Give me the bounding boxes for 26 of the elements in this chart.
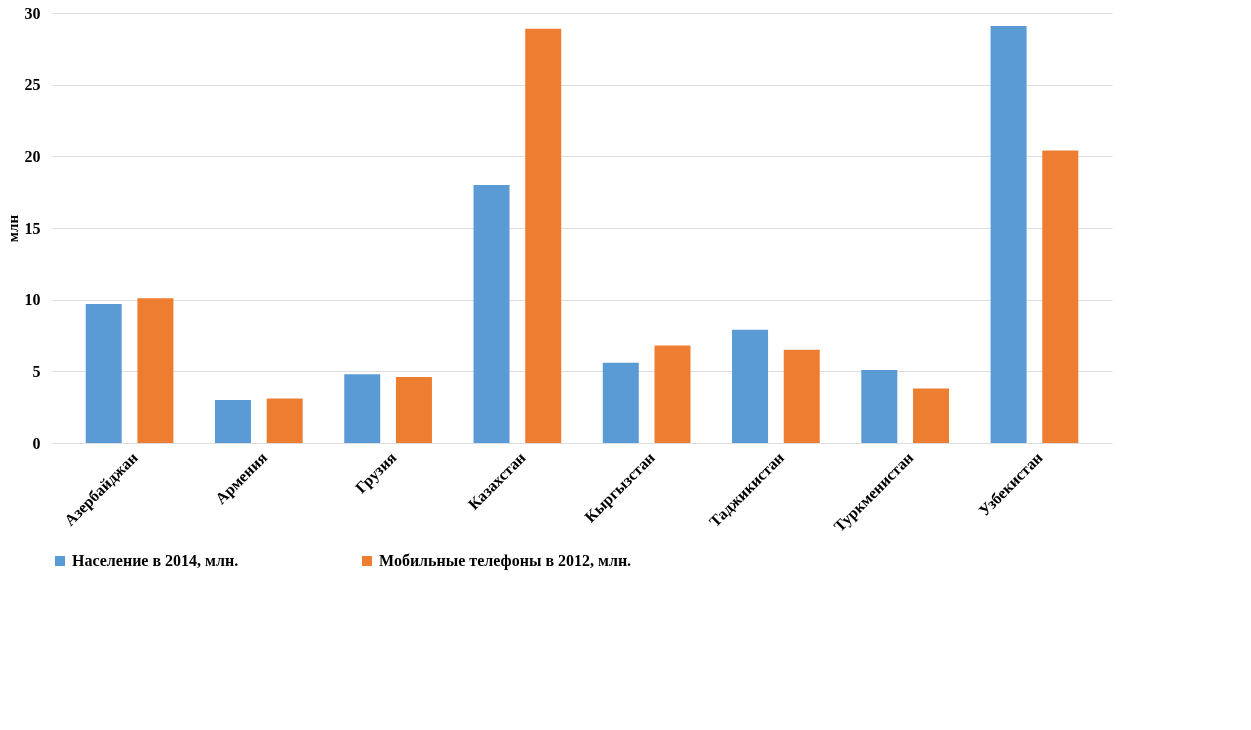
bar: [214, 400, 251, 443]
bar: [861, 369, 898, 443]
bar: [602, 362, 639, 443]
bar: [990, 25, 1027, 443]
y-axis-title: млн: [4, 214, 21, 243]
bar: [85, 303, 122, 443]
y-tick-label: 25: [24, 76, 41, 94]
y-tick-label: 5: [32, 362, 41, 380]
legend-label: Мобильные телефоны в 2012, млн.: [379, 552, 632, 570]
y-tick-label: 30: [24, 4, 41, 22]
bar: [395, 377, 432, 443]
bar: [654, 345, 691, 443]
bar: [1042, 150, 1079, 443]
bar: [137, 298, 174, 443]
bar: [344, 374, 381, 443]
bar: [266, 398, 303, 443]
y-tick-label: 10: [24, 291, 41, 309]
y-tick-label: 0: [32, 434, 41, 452]
bar: [783, 349, 820, 443]
y-tick-label: 20: [24, 147, 41, 165]
bar: [913, 388, 950, 443]
bar: [732, 329, 769, 443]
bar: [473, 185, 510, 443]
bar: [525, 28, 562, 443]
y-tick-label: 15: [24, 219, 41, 237]
legend-label: Население в 2014, млн.: [72, 552, 239, 569]
